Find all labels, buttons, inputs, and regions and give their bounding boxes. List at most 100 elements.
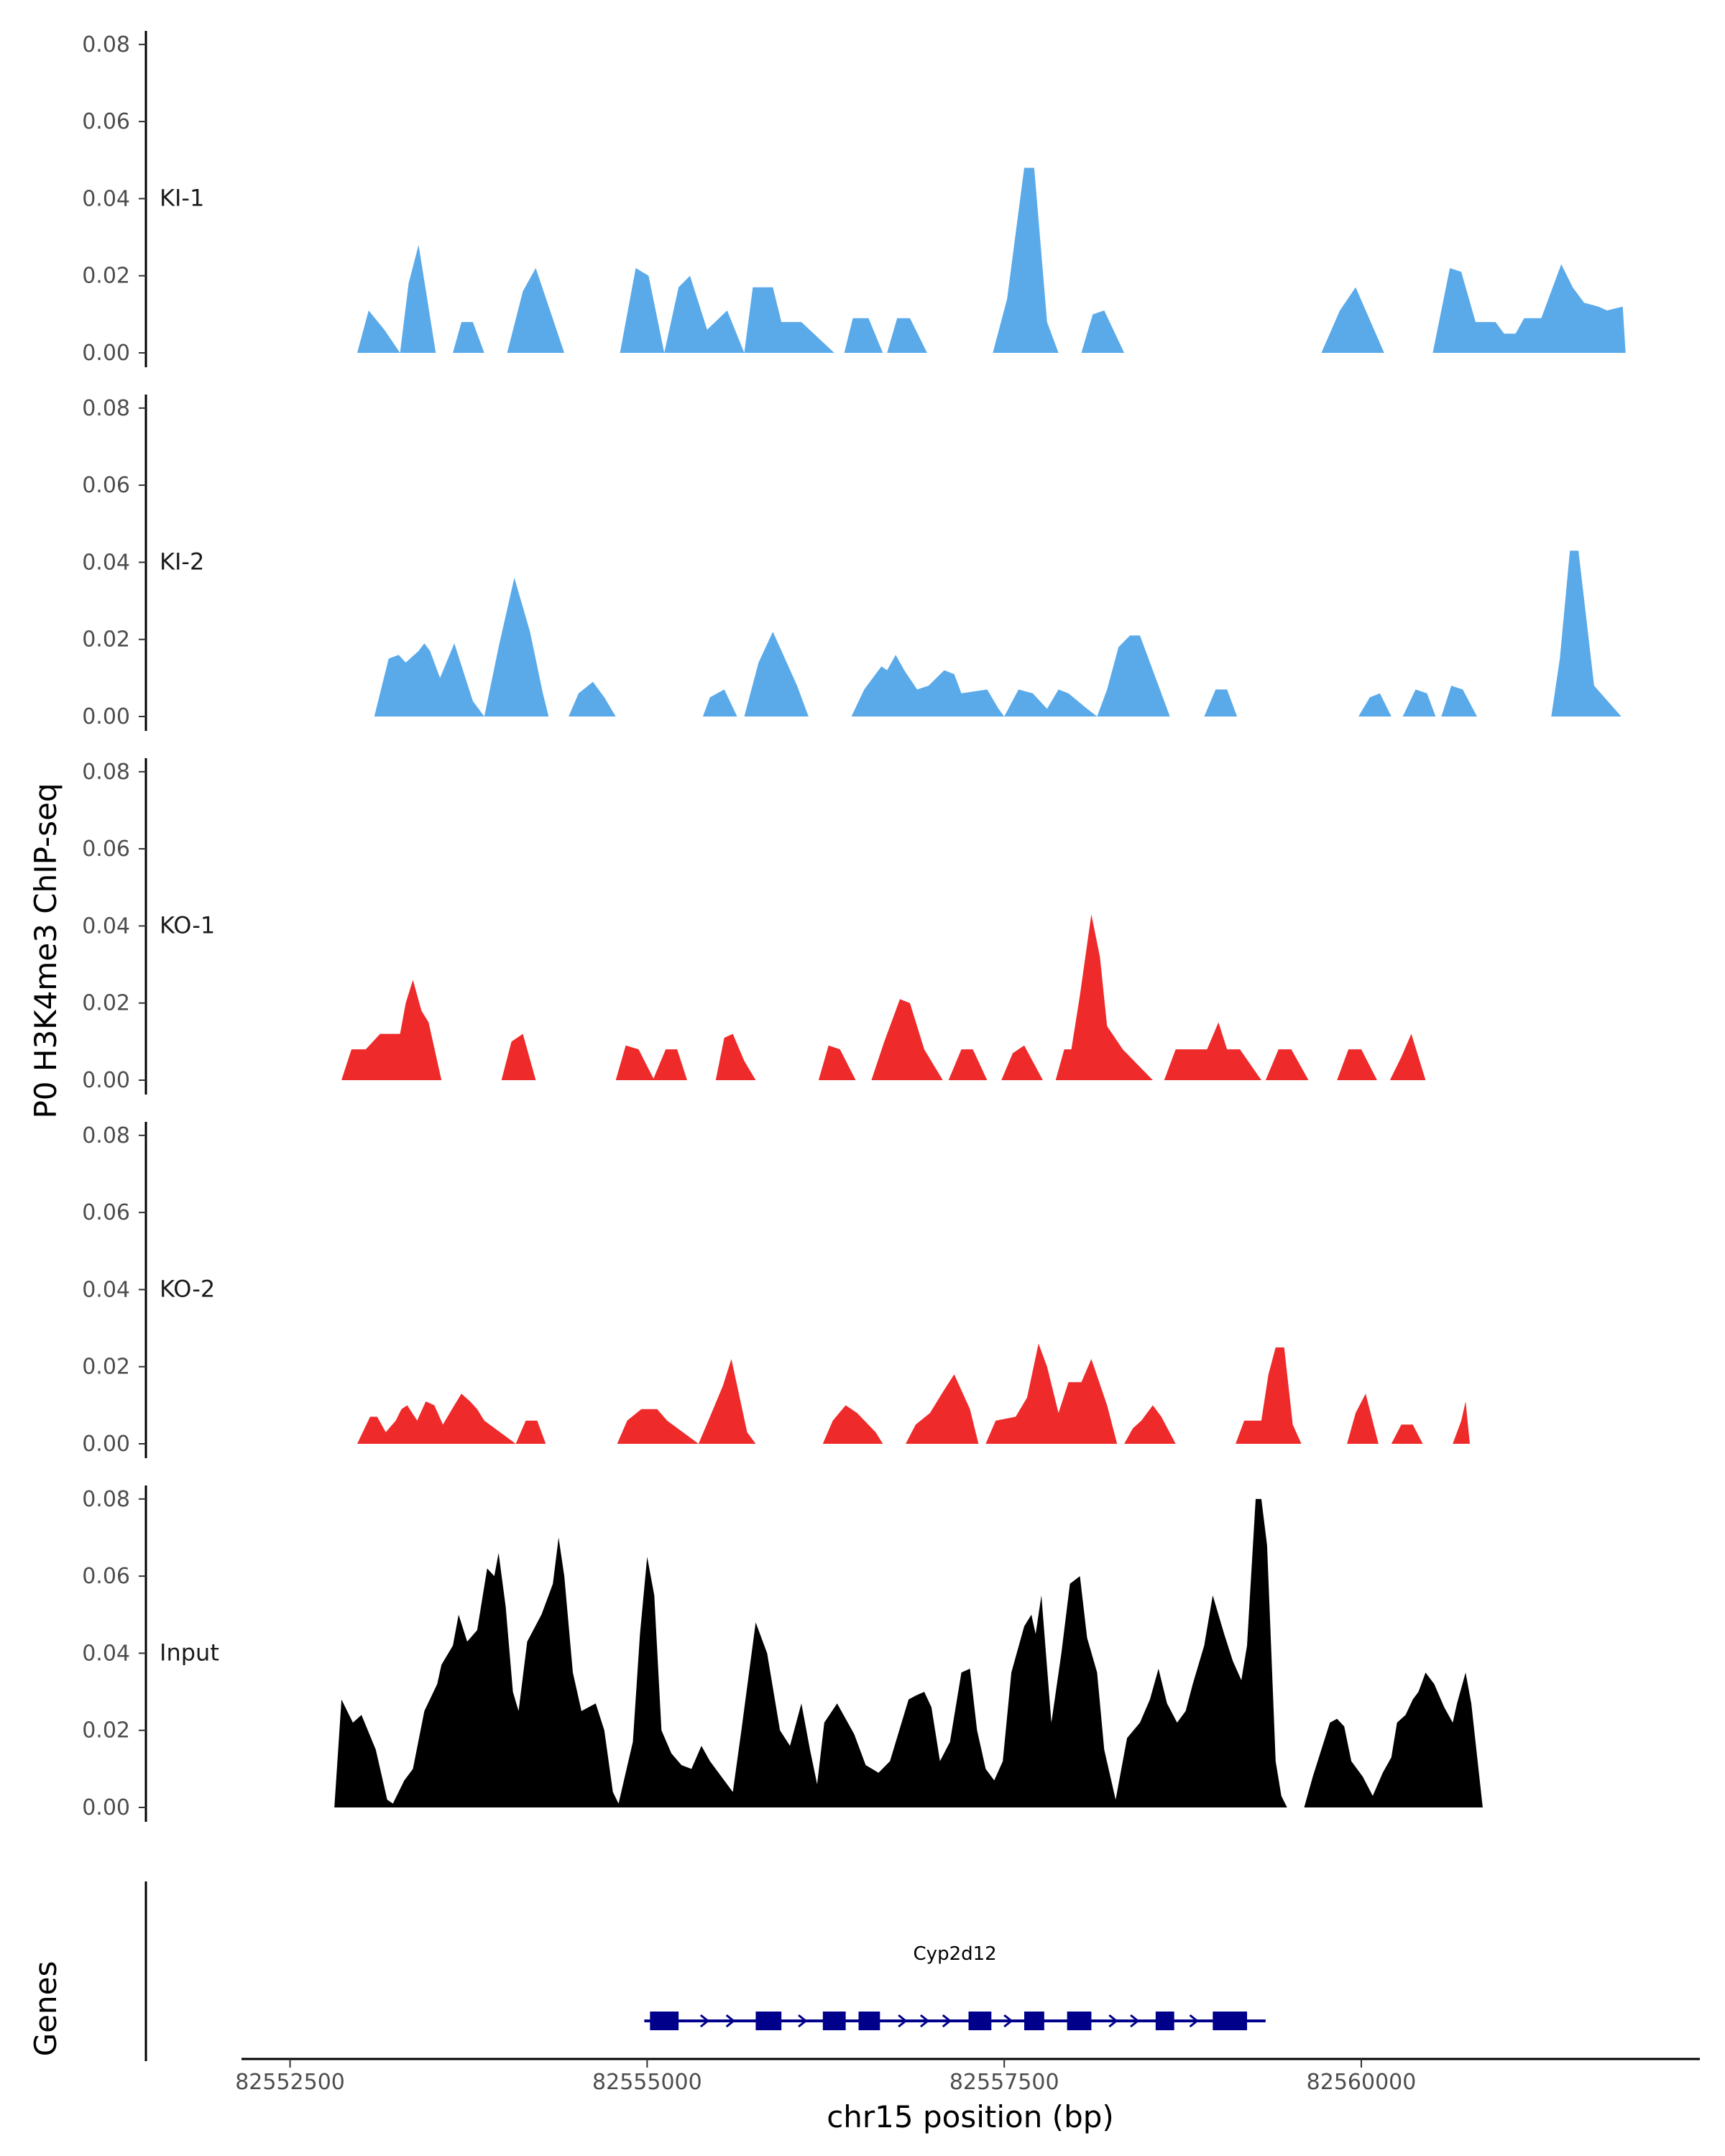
coverage-area [515, 1420, 546, 1444]
coverage-area [1551, 550, 1622, 717]
y-tick-label: 0.06 [82, 109, 130, 134]
coverage-area [357, 310, 400, 353]
track-label: KO-1 [160, 911, 215, 939]
y-tick-label: 0.06 [82, 1200, 130, 1225]
gene-exon [1213, 2012, 1248, 2030]
strand-arrow [1189, 2014, 1199, 2028]
coverage-area [1337, 1049, 1377, 1080]
strand-arrow [725, 2014, 736, 2028]
coverage-area [1453, 1401, 1470, 1444]
track-ki-2: 0.00 0.02 0.04 0.06 0.08 KI-2 [82, 395, 1622, 731]
coverage-area [1124, 1405, 1176, 1444]
coverage-area [871, 999, 943, 1080]
coverage-area [698, 1359, 756, 1444]
coverage-area [453, 322, 484, 353]
coverage-area [1347, 1393, 1379, 1444]
coverage-area [664, 275, 745, 353]
y-tick-label: 0.02 [82, 1718, 130, 1743]
y-tick-label: 0.00 [82, 341, 130, 366]
strand-arrow [699, 2014, 710, 2028]
gene-exon [1024, 2012, 1044, 2030]
coverage-area [617, 1409, 699, 1444]
coverage-area [1389, 1033, 1426, 1080]
y-tick-label: 0.02 [82, 1355, 130, 1380]
track-panels: 0.00 0.02 0.04 0.06 0.08 KI-1 0.00 0.02 0.04 0.06… [82, 31, 1626, 1822]
y-tick-label: 0.08 [82, 396, 130, 421]
coverage-area [1004, 689, 1098, 717]
coverage-area [744, 287, 834, 353]
x-axis-title: chr15 position (bp) [827, 2099, 1114, 2134]
y-tick-label: 0.04 [82, 1277, 130, 1302]
x-tick-label: 82557500 [949, 2070, 1059, 2095]
genes-axis-title: Genes [28, 1961, 63, 2057]
coverage-area [818, 1045, 856, 1080]
gene-exon [650, 2012, 679, 2030]
track-ko-2: 0.00 0.02 0.04 0.06 0.08 KO-2 [82, 1122, 1470, 1458]
coverage-area [1204, 689, 1238, 717]
coverage-area [484, 577, 549, 717]
strand-arrow [942, 2014, 952, 2028]
y-tick-label: 0.06 [82, 1564, 130, 1589]
coverage-area [844, 318, 883, 353]
gene-exon [1155, 2012, 1174, 2030]
coverage-area [1097, 635, 1170, 717]
coverage-area [948, 1049, 988, 1080]
track-label: KO-2 [160, 1275, 215, 1302]
x-tick-label: 82555000 [592, 2070, 702, 2095]
coverage-area [1236, 1347, 1302, 1444]
y-tick-label: 0.08 [82, 760, 130, 785]
coverage-area [1441, 686, 1477, 717]
coverage-area [507, 268, 565, 353]
track-ko-1: 0.00 0.02 0.04 0.06 0.08 KO-1 [82, 758, 1426, 1095]
x-tick-label: 82552500 [235, 2070, 345, 2095]
gene-exon [858, 2012, 880, 2030]
y-tick-label: 0.00 [82, 704, 130, 729]
coverage-area [1164, 1022, 1261, 1080]
track-label: KI-1 [160, 184, 204, 211]
coverage-area [1055, 914, 1153, 1080]
track-label: KI-2 [160, 548, 204, 575]
gene-exon [1067, 2012, 1092, 2030]
coverage-area [1391, 1424, 1423, 1444]
y-tick-label: 0.08 [82, 1487, 130, 1512]
coverage-area [702, 689, 737, 717]
x-tick-label: 82560000 [1307, 2070, 1417, 2095]
strand-arrow [898, 2014, 908, 2028]
coverage-area [1432, 264, 1626, 353]
coverage-area [569, 681, 616, 717]
y-tick-label: 0.00 [82, 1432, 130, 1457]
track-ki-1: 0.00 0.02 0.04 0.06 0.08 KI-1 [82, 31, 1626, 367]
coverage-area [1081, 310, 1125, 353]
y-tick-label: 0.04 [82, 913, 130, 939]
coverage-area [822, 1405, 883, 1444]
strand-arrow [919, 2014, 930, 2028]
coverage-area [715, 1033, 756, 1080]
track-label: Input [160, 1639, 219, 1666]
y-tick-label: 0.02 [82, 627, 130, 653]
y-axis-title: P0 H3K4me3 ChIP-seq [28, 783, 63, 1118]
coverage-area [887, 318, 927, 353]
genes-panel: Cyp2d12 [144, 1881, 1266, 2061]
coverage-area [400, 244, 436, 353]
coverage-area [341, 980, 442, 1080]
coverage-area [615, 1045, 655, 1080]
coverage-area [653, 1049, 687, 1080]
y-tick-label: 0.08 [82, 1123, 130, 1148]
track-input: 0.00 0.02 0.04 0.06 0.08 Input [82, 1485, 1483, 1822]
coverage-area [1321, 287, 1384, 353]
coverage-area [1304, 1672, 1483, 1807]
coverage-area [1358, 693, 1392, 717]
gene-label: Cyp2d12 [914, 1943, 997, 1965]
coverage-area [851, 655, 1005, 717]
x-axis: 82552500 82555000 82557500 82560000 [235, 2058, 1700, 2095]
coverage-area [993, 167, 1059, 353]
coverage-area [1001, 1045, 1043, 1080]
gene-exon [822, 2012, 846, 2030]
y-tick-label: 0.04 [82, 550, 130, 575]
y-tick-label: 0.00 [82, 1795, 130, 1820]
gene-exon [755, 2012, 782, 2030]
strand-arrow [798, 2014, 808, 2028]
strand-arrow [1108, 2014, 1118, 2028]
y-tick-label: 0.02 [82, 991, 130, 1016]
y-tick-label: 0.04 [82, 186, 130, 211]
